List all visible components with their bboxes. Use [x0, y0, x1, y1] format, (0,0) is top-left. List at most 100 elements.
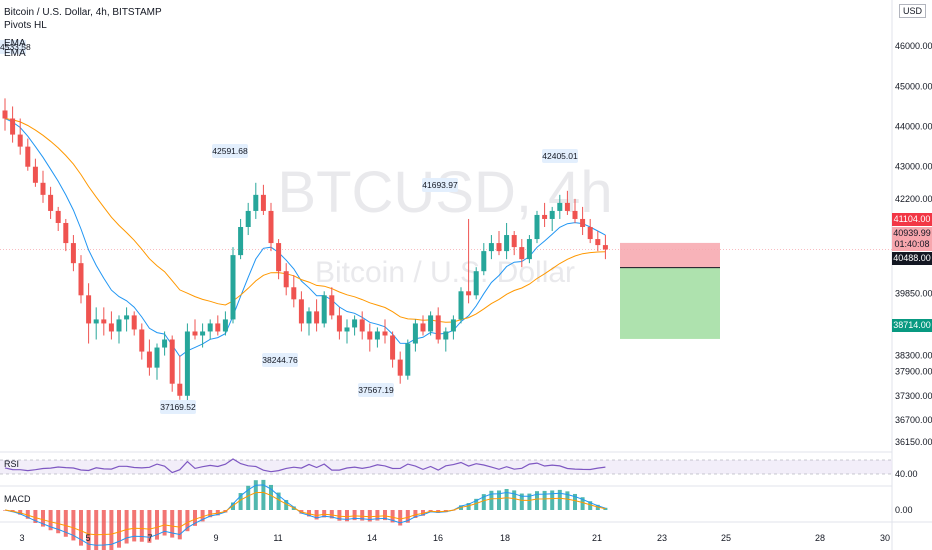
macd-histogram-bar — [413, 510, 418, 518]
rsi-band — [0, 460, 892, 474]
macd-histogram-bar — [124, 510, 129, 544]
macd-histogram-bar — [580, 497, 585, 510]
candle-body — [200, 331, 206, 336]
candle-body — [336, 315, 342, 332]
candle-body — [344, 327, 350, 332]
candle-body — [86, 295, 92, 324]
macd-histogram-bar — [352, 510, 357, 521]
candle-body — [580, 218, 586, 227]
price-axis-label: 39850.00 — [895, 288, 932, 298]
ema-slow-line — [4, 118, 606, 323]
macd-histogram-bar — [109, 510, 114, 550]
macd-histogram-bar — [238, 493, 243, 510]
time-axis-label: 16 — [433, 533, 443, 543]
macd-histogram-bar — [405, 510, 410, 523]
pivot-label: 42405.01 — [542, 151, 578, 161]
candle-body — [359, 319, 365, 332]
rsi-pane-label[interactable]: RSI — [4, 459, 20, 469]
price-axis-label: 37900.00 — [895, 367, 932, 377]
ema-indicator-label[interactable]: EMA — [4, 38, 26, 49]
macd-histogram-bar — [489, 490, 494, 510]
candle-body — [108, 323, 114, 332]
candle-body — [40, 182, 46, 195]
pivot-label-box — [262, 353, 298, 367]
candle-body — [207, 323, 213, 332]
candle-body — [367, 331, 373, 340]
time-axis-label: 21 — [592, 533, 602, 543]
candle-body — [496, 243, 502, 252]
pivot-label: 41693.97 — [422, 180, 458, 190]
rsi-line — [4, 458, 606, 474]
macd-histogram-bar — [269, 484, 273, 510]
stop-loss-price-tag: 41104.00 — [892, 213, 932, 226]
macd-histogram-bar — [481, 494, 486, 510]
macd-histogram-bar — [588, 501, 593, 510]
candle-body — [374, 331, 380, 340]
candle-body — [222, 319, 228, 332]
macd-pane-label[interactable]: MACD — [4, 494, 31, 504]
macd-histogram-bar — [25, 510, 30, 519]
macd-histogram-bar — [519, 493, 524, 510]
candle-body — [268, 210, 274, 244]
macd-histogram-bar — [162, 510, 167, 536]
macd-histogram-bar — [383, 510, 387, 521]
macd-histogram-bar — [63, 510, 68, 537]
candle-body — [245, 210, 251, 227]
price-axis-label: 46000.00 — [895, 41, 932, 51]
macd-histogram-bar — [398, 510, 403, 526]
macd-histogram-bar — [193, 510, 197, 526]
candle-body — [32, 166, 38, 183]
symbol-title[interactable]: Bitcoin / U.S. Dollar, 4h, BITSTAMP — [4, 7, 162, 18]
time-axis-label: 7 — [147, 533, 152, 543]
macd-histogram-bar — [375, 510, 380, 521]
watermark-symbol: BTCUSD, 4h — [277, 160, 612, 225]
candle-body — [321, 295, 327, 324]
candle-body — [352, 319, 358, 328]
candle-body — [542, 214, 548, 219]
macd-histogram-bar — [261, 479, 266, 510]
price-axis-label: 37300.00 — [895, 391, 932, 401]
candle-body — [276, 243, 282, 272]
macd-histogram-bar — [322, 510, 327, 518]
macd-histogram-bar — [147, 510, 152, 543]
macd-histogram-bar — [41, 510, 45, 527]
candle-body — [511, 235, 517, 248]
bar-countdown: 01:40:08 — [894, 239, 930, 249]
candle-body — [291, 287, 297, 300]
pivots-indicator-label[interactable]: Pivots HL — [4, 20, 47, 31]
macd-histogram-bar — [603, 507, 608, 510]
time-axis-label: 11 — [273, 533, 282, 543]
watermark-description: Bitcoin / U.S. Dollar — [315, 256, 575, 289]
macd-histogram-bar — [307, 510, 311, 517]
price-axis-label: 42200.00 — [895, 194, 932, 204]
candle-body — [329, 295, 335, 316]
currency-selector[interactable]: USD — [898, 4, 926, 18]
candle-body — [390, 335, 396, 360]
macd-histogram-bar — [246, 485, 251, 510]
macd-histogram-bar — [550, 490, 555, 510]
candle-body — [63, 222, 69, 244]
pivot-label-box — [542, 149, 578, 163]
candle-body — [504, 235, 510, 252]
candle-body — [101, 319, 107, 324]
candle-body — [314, 311, 320, 324]
candle-body — [602, 245, 608, 250]
candle-body — [162, 339, 168, 348]
ema-indicator-label-2[interactable]: EMA — [4, 48, 26, 59]
candle-body — [192, 331, 198, 336]
pivot-label-box — [358, 383, 394, 397]
last-price-tag: 40939.99 01:40:08 — [892, 227, 932, 251]
candle-body — [10, 118, 16, 135]
candle-body — [93, 319, 99, 324]
candle-body — [283, 271, 289, 288]
macd-histogram-bar — [117, 510, 121, 548]
candle-body — [405, 343, 411, 376]
candle-body — [146, 351, 152, 368]
macd-histogram-bar — [314, 510, 319, 520]
candle-body — [519, 247, 525, 260]
candle-body — [306, 311, 312, 324]
candle-body — [428, 315, 434, 332]
macd-histogram-bar — [200, 510, 205, 522]
time-axis-label: 23 — [657, 533, 667, 543]
